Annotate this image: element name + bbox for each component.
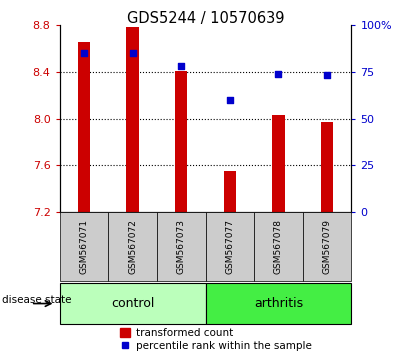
Bar bbox=[175, 70, 187, 212]
Bar bbox=[272, 115, 284, 212]
Point bbox=[226, 97, 233, 103]
Point bbox=[324, 73, 330, 78]
Text: GDS5244 / 10570639: GDS5244 / 10570639 bbox=[127, 11, 284, 25]
Text: GSM567071: GSM567071 bbox=[79, 219, 88, 274]
Text: GSM567077: GSM567077 bbox=[225, 219, 234, 274]
Text: arthritis: arthritis bbox=[254, 297, 303, 310]
Point bbox=[275, 71, 282, 76]
Text: control: control bbox=[111, 297, 154, 310]
Text: GSM567072: GSM567072 bbox=[128, 219, 137, 274]
Text: GSM567073: GSM567073 bbox=[177, 219, 186, 274]
Legend: transformed count, percentile rank within the sample: transformed count, percentile rank withi… bbox=[120, 328, 312, 350]
Point bbox=[81, 50, 87, 56]
Bar bbox=[127, 27, 139, 212]
Point bbox=[129, 50, 136, 56]
Text: GSM567079: GSM567079 bbox=[323, 219, 332, 274]
Bar bbox=[224, 171, 236, 212]
Text: GSM567078: GSM567078 bbox=[274, 219, 283, 274]
Bar bbox=[321, 122, 333, 212]
Point bbox=[178, 63, 185, 69]
Bar bbox=[78, 42, 90, 212]
Text: disease state: disease state bbox=[2, 295, 72, 305]
